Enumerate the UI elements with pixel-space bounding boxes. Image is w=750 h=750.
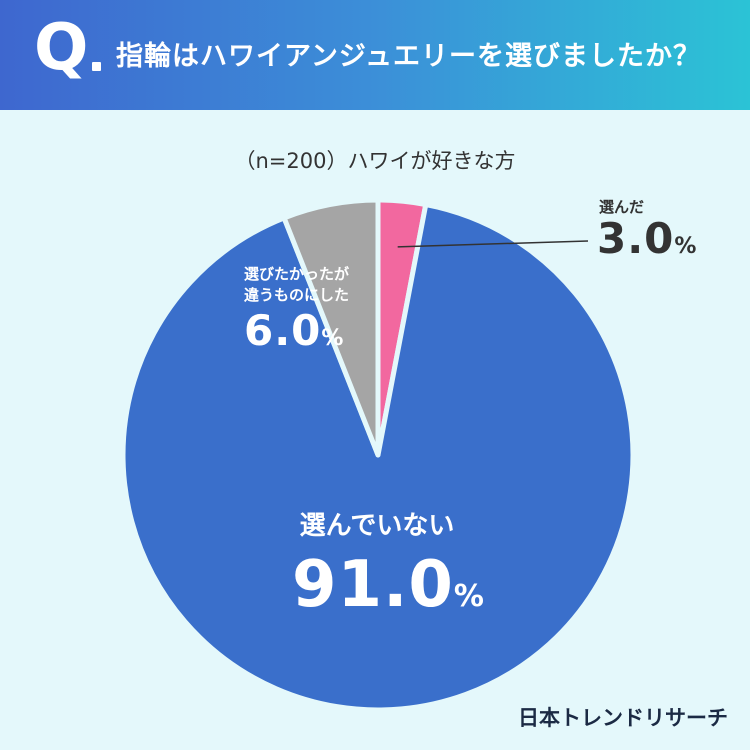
label-not-chosen-value: 91.0 bbox=[292, 548, 454, 622]
label-not-chosen-unit: % bbox=[453, 579, 484, 614]
question-text: 指輪はハワイアンジュエリーを選びましたか？ bbox=[116, 41, 702, 72]
label-chose-unit: % bbox=[674, 234, 697, 259]
question-banner: Q 指輪はハワイアンジュエリーを選びましたか？ bbox=[0, 0, 750, 110]
question-q-dot bbox=[92, 62, 101, 71]
label-other-value: 6.0 bbox=[244, 306, 322, 355]
label-other-name-line2: 違うものにした bbox=[244, 286, 350, 304]
label-not-chosen: 選んでいない 91.0% bbox=[292, 505, 484, 628]
label-other-unit: % bbox=[321, 326, 344, 351]
pie-slice-2 bbox=[281, 197, 381, 458]
leader-line-chose bbox=[397, 240, 589, 248]
label-other-name-line1: 選びたかったが bbox=[244, 265, 350, 283]
label-chose-name: 選んだ bbox=[599, 198, 645, 216]
label-chose-value: 3.0 bbox=[597, 214, 675, 263]
sample-note: （n=200）ハワイが好きな方 bbox=[234, 149, 516, 173]
label-chose: 選んだ 3.0% bbox=[597, 196, 696, 261]
label-not-chosen-name: 選んでいない bbox=[299, 511, 455, 541]
brand-logo: 日本トレンドリサーチ bbox=[518, 706, 728, 730]
label-other: 選びたかったが 違うものにした 6.0% bbox=[244, 264, 349, 356]
question-q-mark: Q bbox=[34, 11, 89, 85]
